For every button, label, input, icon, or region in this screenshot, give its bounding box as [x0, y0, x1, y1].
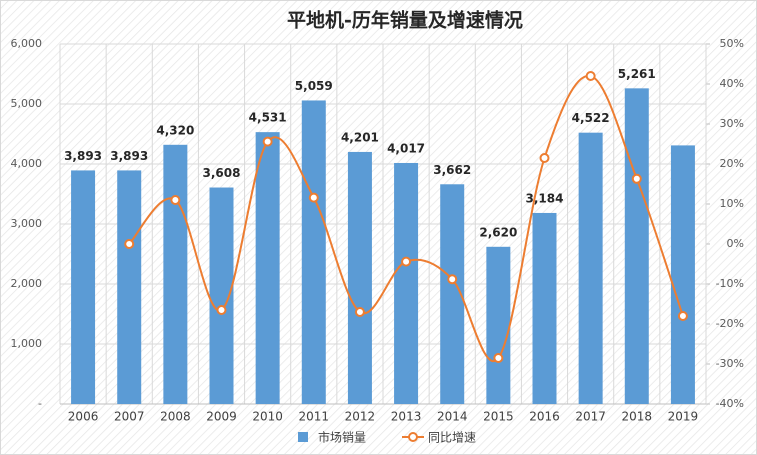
y2-tick-label: 50%: [720, 37, 744, 50]
line-marker: [631, 173, 642, 184]
data-label: 4,017: [387, 141, 425, 155]
data-label: 3,662: [433, 163, 471, 177]
x-tick-label: 2019: [668, 410, 699, 424]
y-tick-label: 4,000: [11, 157, 43, 170]
bar: [532, 212, 557, 404]
line-marker: [585, 71, 596, 81]
legend-swatch: [298, 432, 308, 442]
line-marker: [124, 239, 135, 249]
line-marker: [354, 307, 365, 317]
data-label: 4,522: [572, 111, 610, 125]
y-tick-label: 5,000: [11, 97, 43, 110]
y-tick-label: 2,000: [11, 277, 43, 290]
legend-label: 市场销量: [318, 430, 366, 445]
y2-tick-label: 20%: [720, 157, 744, 170]
line-marker: [216, 305, 227, 315]
y2-tick-label: -10%: [716, 277, 744, 290]
y2-tick-label: -20%: [716, 317, 744, 330]
y2-tick-label: 30%: [720, 117, 744, 130]
y2-tick-label: -30%: [716, 357, 744, 370]
line-marker: [401, 256, 412, 267]
bar: [71, 170, 96, 404]
line-marker: [170, 195, 181, 205]
y-tick-label: 1,000: [11, 337, 43, 350]
y-tick-label: 3,000: [11, 217, 43, 230]
data-label: 3,893: [64, 149, 102, 163]
data-label: 3,184: [526, 191, 564, 205]
bar: [163, 144, 188, 405]
line-marker: [447, 274, 458, 285]
data-label: 5,059: [295, 79, 333, 93]
x-tick-label: 2017: [575, 410, 606, 424]
data-label: 5,261: [618, 67, 656, 81]
x-tick-label: 2009: [206, 410, 237, 424]
x-tick-label: 2011: [299, 410, 330, 424]
data-label: 2,620: [479, 225, 517, 239]
bar: [486, 246, 511, 404]
x-tick-label: 2013: [391, 410, 422, 424]
bar: [117, 170, 142, 404]
data-label: 3,893: [110, 149, 148, 163]
line-marker: [539, 153, 550, 163]
x-tick-label: 2016: [529, 410, 560, 424]
y-tick-label: 6,000: [11, 37, 43, 50]
bar: [670, 145, 695, 404]
line-marker: [262, 136, 273, 147]
line-marker: [677, 311, 688, 321]
legend-label: 同比增速: [428, 431, 476, 445]
y-tick-label: -: [38, 397, 42, 410]
bar: [394, 162, 419, 404]
bar: [624, 88, 649, 404]
data-label: 3,608: [203, 166, 241, 180]
legend-swatch: [408, 432, 418, 442]
x-tick-label: 2015: [483, 410, 514, 424]
chart-title: 平地机-历年销量及增速情况: [287, 9, 523, 32]
y2-tick-label: 0%: [727, 237, 744, 250]
data-label: 4,531: [249, 111, 287, 125]
x-tick-label: 2008: [160, 410, 191, 424]
line-marker: [493, 353, 504, 363]
bar: [347, 151, 372, 404]
y2-tick-label: 10%: [720, 197, 744, 210]
y2-tick-label: 40%: [720, 77, 744, 90]
bar: [578, 132, 603, 404]
x-tick-label: 2007: [114, 410, 145, 424]
x-tick-label: 2018: [622, 410, 653, 424]
data-label: 4,201: [341, 130, 379, 144]
y2-tick-label: -40%: [716, 397, 744, 410]
data-label: 4,320: [156, 123, 194, 137]
bar: [255, 132, 280, 404]
x-tick-label: 2006: [68, 410, 99, 424]
x-tick-label: 2010: [252, 410, 283, 424]
bar: [301, 100, 326, 405]
x-tick-label: 2012: [345, 410, 376, 424]
x-tick-label: 2014: [437, 410, 468, 424]
line-marker: [308, 192, 319, 203]
